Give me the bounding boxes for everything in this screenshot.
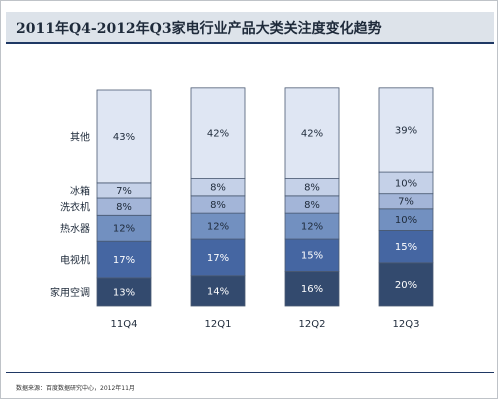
bar-其他-12Q2	[284, 87, 340, 179]
data-label-冰箱-12Q1: 8%	[210, 183, 226, 194]
title-rule	[6, 42, 494, 44]
data-label-电视机-12Q2: 15%	[301, 251, 323, 262]
bar-热水器-12Q1	[190, 212, 246, 240]
bar-其他-12Q3	[378, 87, 434, 173]
legend-label-冰箱: 冰箱	[70, 184, 90, 197]
bar-家用空调-12Q3	[378, 262, 434, 307]
data-label-其他-12Q2: 42%	[301, 129, 323, 140]
data-label-电视机-11Q4: 17%	[113, 255, 135, 266]
data-label-冰箱-12Q2: 8%	[304, 183, 320, 194]
bar-电视机-11Q4	[96, 240, 152, 279]
x-tick-label-12Q2: 12Q2	[299, 319, 326, 330]
data-label-其他-12Q1: 42%	[207, 129, 229, 140]
data-label-洗衣机-12Q1: 8%	[210, 200, 226, 211]
bar-其他-11Q4	[96, 89, 152, 184]
bar-电视机-12Q2	[284, 238, 340, 272]
data-label-家用空调-12Q3: 20%	[395, 280, 417, 291]
data-label-热水器-12Q3: 10%	[395, 215, 417, 226]
bar-热水器-11Q4	[96, 214, 152, 242]
legend-label-电视机: 电视机	[60, 254, 90, 267]
data-label-电视机-12Q1: 17%	[207, 253, 229, 264]
bar-其他-12Q1	[190, 87, 246, 179]
data-label-热水器-12Q1: 12%	[207, 222, 229, 233]
data-label-洗衣机-12Q2: 8%	[304, 200, 320, 211]
bar-热水器-12Q2	[284, 212, 340, 240]
x-tick-label-12Q1: 12Q1	[205, 319, 232, 330]
data-label-电视机-12Q3: 15%	[395, 242, 417, 253]
data-label-热水器-11Q4: 12%	[113, 224, 135, 235]
legend-label-家用空调: 家用空调	[50, 286, 90, 299]
data-label-洗衣机-12Q3: 7%	[398, 197, 414, 208]
x-tick-label-11Q4: 11Q4	[111, 319, 138, 330]
legend-label-其他: 其他	[70, 130, 90, 143]
source-note: 数据来源：百度数据研究中心，2012年11月	[16, 385, 135, 392]
data-label-其他-12Q3: 39%	[395, 125, 417, 136]
legend-label-热水器: 热水器	[60, 222, 90, 235]
title-bar: 2011年Q4-2012年Q3家电行业产品大类关注度变化趋势	[6, 12, 494, 42]
x-tick-label-12Q3: 12Q3	[393, 319, 420, 330]
footer-rule	[6, 372, 494, 373]
legend-label-洗衣机: 洗衣机	[60, 201, 90, 214]
bar-电视机-12Q3	[378, 229, 434, 264]
data-label-洗衣机-11Q4: 8%	[116, 202, 132, 213]
data-label-家用空调-11Q4: 13%	[113, 287, 135, 298]
data-label-家用空调-12Q2: 16%	[301, 284, 323, 295]
data-label-冰箱-12Q3: 10%	[395, 178, 417, 189]
chart-title: 2011年Q4-2012年Q3家电行业产品大类关注度变化趋势	[16, 21, 382, 37]
data-label-其他-11Q4: 43%	[113, 132, 135, 143]
data-label-冰箱-11Q4: 7%	[116, 186, 132, 197]
bar-家用空调-12Q2	[284, 271, 340, 307]
data-label-家用空调-12Q1: 14%	[207, 286, 229, 297]
data-label-热水器-12Q2: 12%	[301, 222, 323, 233]
